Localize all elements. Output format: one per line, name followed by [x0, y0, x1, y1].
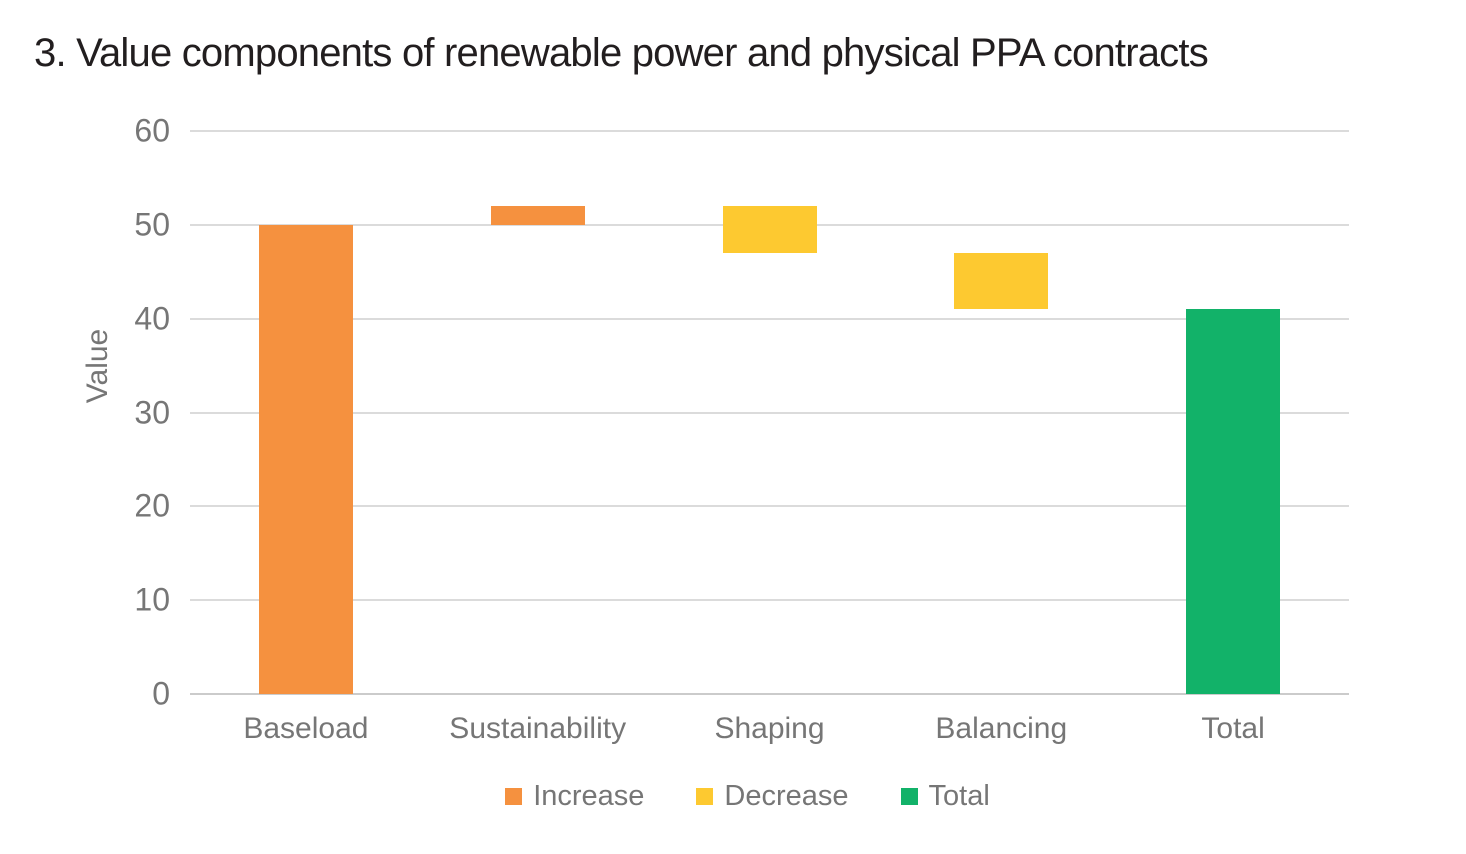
- x-label-balancing: Balancing: [935, 712, 1068, 745]
- y-tick-label-30: 30: [134, 394, 170, 430]
- legend-swatch-increase: [505, 788, 523, 805]
- x-label-sustainability: Sustainability: [449, 712, 627, 745]
- bar-sustainability: [490, 206, 585, 225]
- y-tick-label-0: 0: [152, 675, 170, 712]
- gridline-20: [190, 505, 1349, 508]
- legend-label-decrease: Decrease: [724, 780, 849, 812]
- chart-title: 3. Value components of renewable power a…: [34, 31, 1209, 75]
- x-label-shaping: Shaping: [714, 712, 825, 745]
- legend-item-decrease: Decrease: [696, 780, 849, 813]
- gridline-40: [190, 317, 1349, 320]
- legend-swatch-decrease: [696, 788, 714, 805]
- bar-total: [1186, 309, 1281, 694]
- y-tick-label-20: 20: [134, 487, 170, 524]
- legend: Increase Decrease Total: [168, 780, 1327, 813]
- legend-swatch-total: [900, 788, 918, 805]
- y-axis-title: Value: [81, 328, 114, 404]
- bar-shaping: [722, 206, 817, 253]
- gridline-60: [190, 130, 1349, 132]
- legend-item-increase: Increase: [505, 780, 644, 813]
- y-tick-label-60: 60: [134, 112, 170, 149]
- legend-label-increase: Increase: [533, 780, 645, 812]
- bar-baseload: [258, 224, 353, 694]
- y-tick-label-10: 10: [134, 581, 170, 618]
- plot-area: [190, 130, 1349, 695]
- gridline-10: [190, 599, 1349, 602]
- y-tick-label-40: 40: [134, 300, 170, 337]
- gridline-30: [190, 411, 1349, 414]
- legend-item-total: Total: [900, 780, 990, 813]
- bar-balancing: [954, 252, 1049, 310]
- gridline-0: [190, 693, 1349, 695]
- x-label-total: Total: [1201, 712, 1265, 745]
- x-label-baseload: Baseload: [243, 712, 369, 745]
- legend-label-total: Total: [928, 780, 990, 812]
- y-tick-label-50: 50: [134, 206, 170, 243]
